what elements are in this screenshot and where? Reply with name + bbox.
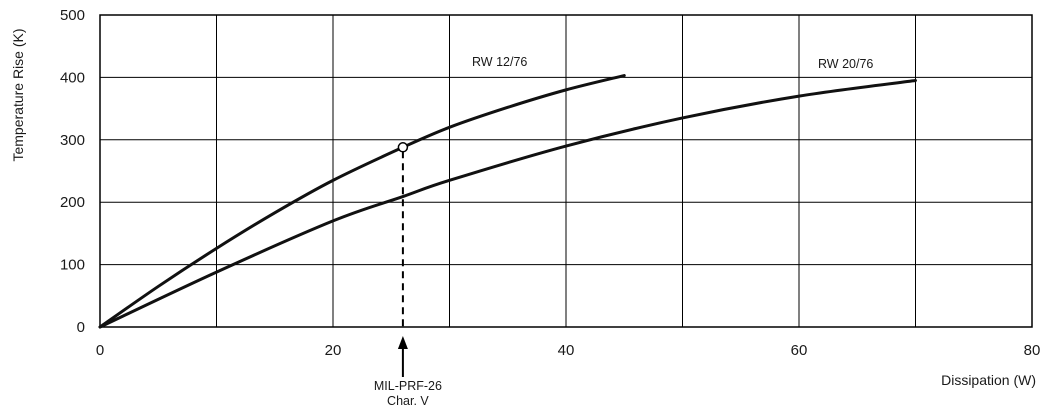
annotation-mil-prf-26: MIL-PRF-26 — [374, 379, 442, 393]
series-lines — [100, 76, 916, 327]
y-tick-label: 500 — [60, 7, 85, 24]
arrow-head — [398, 336, 408, 349]
series-line-rw-20-76 — [100, 81, 916, 327]
x-tick-label: 60 — [791, 342, 808, 359]
marker-point — [398, 143, 407, 152]
y-tick-label: 200 — [60, 194, 85, 211]
x-tick-label: 0 — [96, 342, 104, 359]
y-tick-label: 300 — [60, 132, 85, 149]
y-tick-label: 400 — [60, 69, 85, 86]
y-tick-label: 100 — [60, 257, 85, 274]
y-tick-label: 0 — [77, 319, 85, 336]
y-axis-label: Temperature Rise (K) — [10, 28, 26, 161]
series-label-rw-12-76: RW 12/76 — [472, 55, 527, 69]
x-tick-label: 80 — [1024, 342, 1041, 359]
annotation-group — [398, 143, 408, 377]
grid-lines — [100, 15, 1032, 327]
x-tick-label: 40 — [558, 342, 575, 359]
annotation-char-v: Char. V — [387, 394, 429, 408]
x-tick-label: 20 — [325, 342, 342, 359]
x-axis-label: Dissipation (W) — [941, 372, 1036, 388]
series-label-rw-20-76: RW 20/76 — [818, 57, 873, 71]
tick-labels: 0 20 40 60 80 0 100 200 300 400 500 — [60, 7, 1040, 359]
